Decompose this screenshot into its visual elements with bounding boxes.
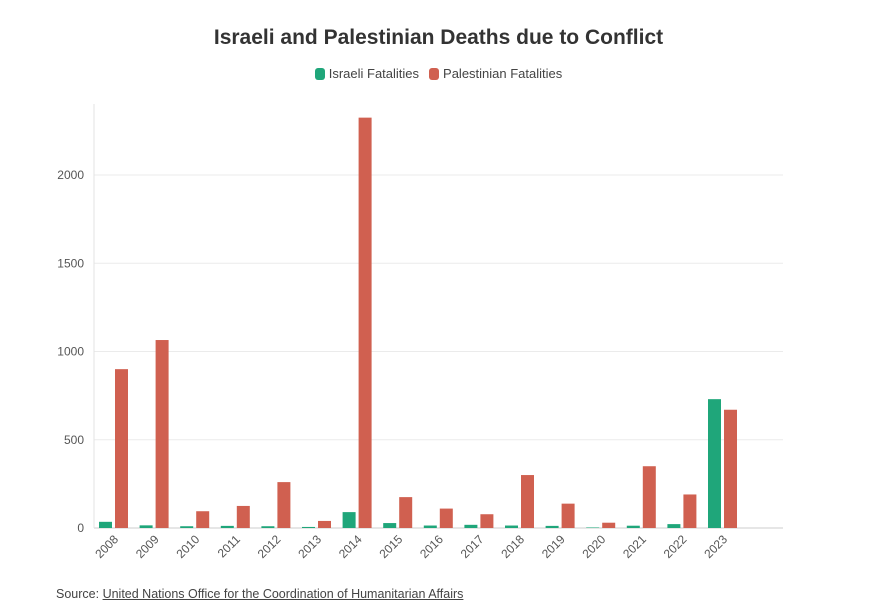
bar-israeli-2008[interactable] <box>99 521 112 528</box>
bar-israeli-2015[interactable] <box>383 523 397 528</box>
legend-item-israeli[interactable]: Israeli Fatalities <box>314 66 420 81</box>
x-tick-label-2023: 2023 <box>701 532 730 561</box>
chart-legend: Israeli Fatalities Palestinian Fatalitie… <box>0 66 877 81</box>
bar-israeli-2010[interactable] <box>180 526 194 528</box>
bar-palestinian-2014[interactable] <box>358 117 372 528</box>
bar-palestinian-2016[interactable] <box>439 508 453 528</box>
x-tick-label-2015: 2015 <box>377 532 406 561</box>
bar-palestinian-2008[interactable] <box>115 369 128 528</box>
x-tick-label-2011: 2011 <box>215 532 243 560</box>
bar-israeli-2013[interactable] <box>302 526 315 528</box>
legend-swatch-israeli <box>314 67 325 80</box>
bar-palestinian-2012[interactable] <box>277 482 291 528</box>
source-link[interactable]: United Nations Office for the Coordinati… <box>102 587 464 601</box>
x-tick-label-2020: 2020 <box>580 532 609 561</box>
bar-palestinian-2023[interactable] <box>724 409 737 528</box>
bar-israeli-2011[interactable] <box>220 525 234 528</box>
bar-palestinian-2020[interactable] <box>602 522 616 528</box>
x-tick-label-2021: 2021 <box>620 532 649 561</box>
bar-israeli-2020[interactable] <box>586 527 600 528</box>
bar-israeli-2019[interactable] <box>545 525 559 528</box>
y-tick-label-1000: 1000 <box>57 345 84 359</box>
bar-palestinian-2022[interactable] <box>683 494 697 528</box>
x-tick-label-2012: 2012 <box>255 532 284 561</box>
legend-swatch-palestinian <box>429 67 440 80</box>
legend-label-israeli: Israeli Fatalities <box>328 66 420 81</box>
x-tick-label-2018: 2018 <box>498 532 527 561</box>
bar-palestinian-2015[interactable] <box>399 497 413 528</box>
x-tick-label-2014: 2014 <box>336 532 365 561</box>
bar-palestinian-2011[interactable] <box>236 505 250 528</box>
bar-israeli-2017[interactable] <box>464 524 478 528</box>
source-note: Source: United Nations Office for the Co… <box>56 587 463 601</box>
bar-chart: 0 500 1000 1500 2000 2008 2009 2010 2011 2012 2013… <box>57 104 783 561</box>
y-tick-label-500: 500 <box>64 433 84 447</box>
bar-israeli-2016[interactable] <box>423 525 437 528</box>
x-tick-label-2017: 2017 <box>458 532 487 561</box>
bar-palestinian-2009[interactable] <box>155 340 169 528</box>
bar-israeli-2009[interactable] <box>139 525 153 528</box>
x-tick-label-2009: 2009 <box>133 532 162 561</box>
y-tick-label-0: 0 <box>77 521 84 535</box>
bar-palestinian-2018[interactable] <box>521 475 534 528</box>
bar-israeli-2021[interactable] <box>626 525 640 528</box>
source-prefix: Source: <box>56 587 103 601</box>
x-tick-label-2016: 2016 <box>417 532 446 561</box>
bar-palestinian-2010[interactable] <box>196 511 210 528</box>
x-tick-label-2010: 2010 <box>174 532 203 561</box>
bar-palestinian-2017[interactable] <box>480 514 494 528</box>
bar-palestinian-2013[interactable] <box>318 520 331 528</box>
y-tick-label-1500: 1500 <box>57 256 84 270</box>
x-tick-label-2013: 2013 <box>295 532 324 561</box>
chart-title: Israeli and Palestinian Deaths due to Co… <box>213 26 664 49</box>
legend-item-palestinian[interactable]: Palestinian Fatalities <box>429 66 562 81</box>
bar-israeli-2023[interactable] <box>708 399 721 528</box>
y-tick-label-2000: 2000 <box>57 168 84 182</box>
bar-israeli-2022[interactable] <box>667 524 681 528</box>
bar-israeli-2014[interactable] <box>342 512 356 528</box>
bar-israeli-2018[interactable] <box>505 525 518 528</box>
legend-label-palestinian: Palestinian Fatalities <box>443 66 563 81</box>
x-tick-label-2008: 2008 <box>92 532 121 561</box>
x-tick-label-2022: 2022 <box>661 532 690 561</box>
x-tick-label-2019: 2019 <box>539 532 568 561</box>
bar-israeli-2012[interactable] <box>261 526 275 528</box>
bar-palestinian-2021[interactable] <box>642 466 656 528</box>
bar-palestinian-2019[interactable] <box>561 503 575 528</box>
